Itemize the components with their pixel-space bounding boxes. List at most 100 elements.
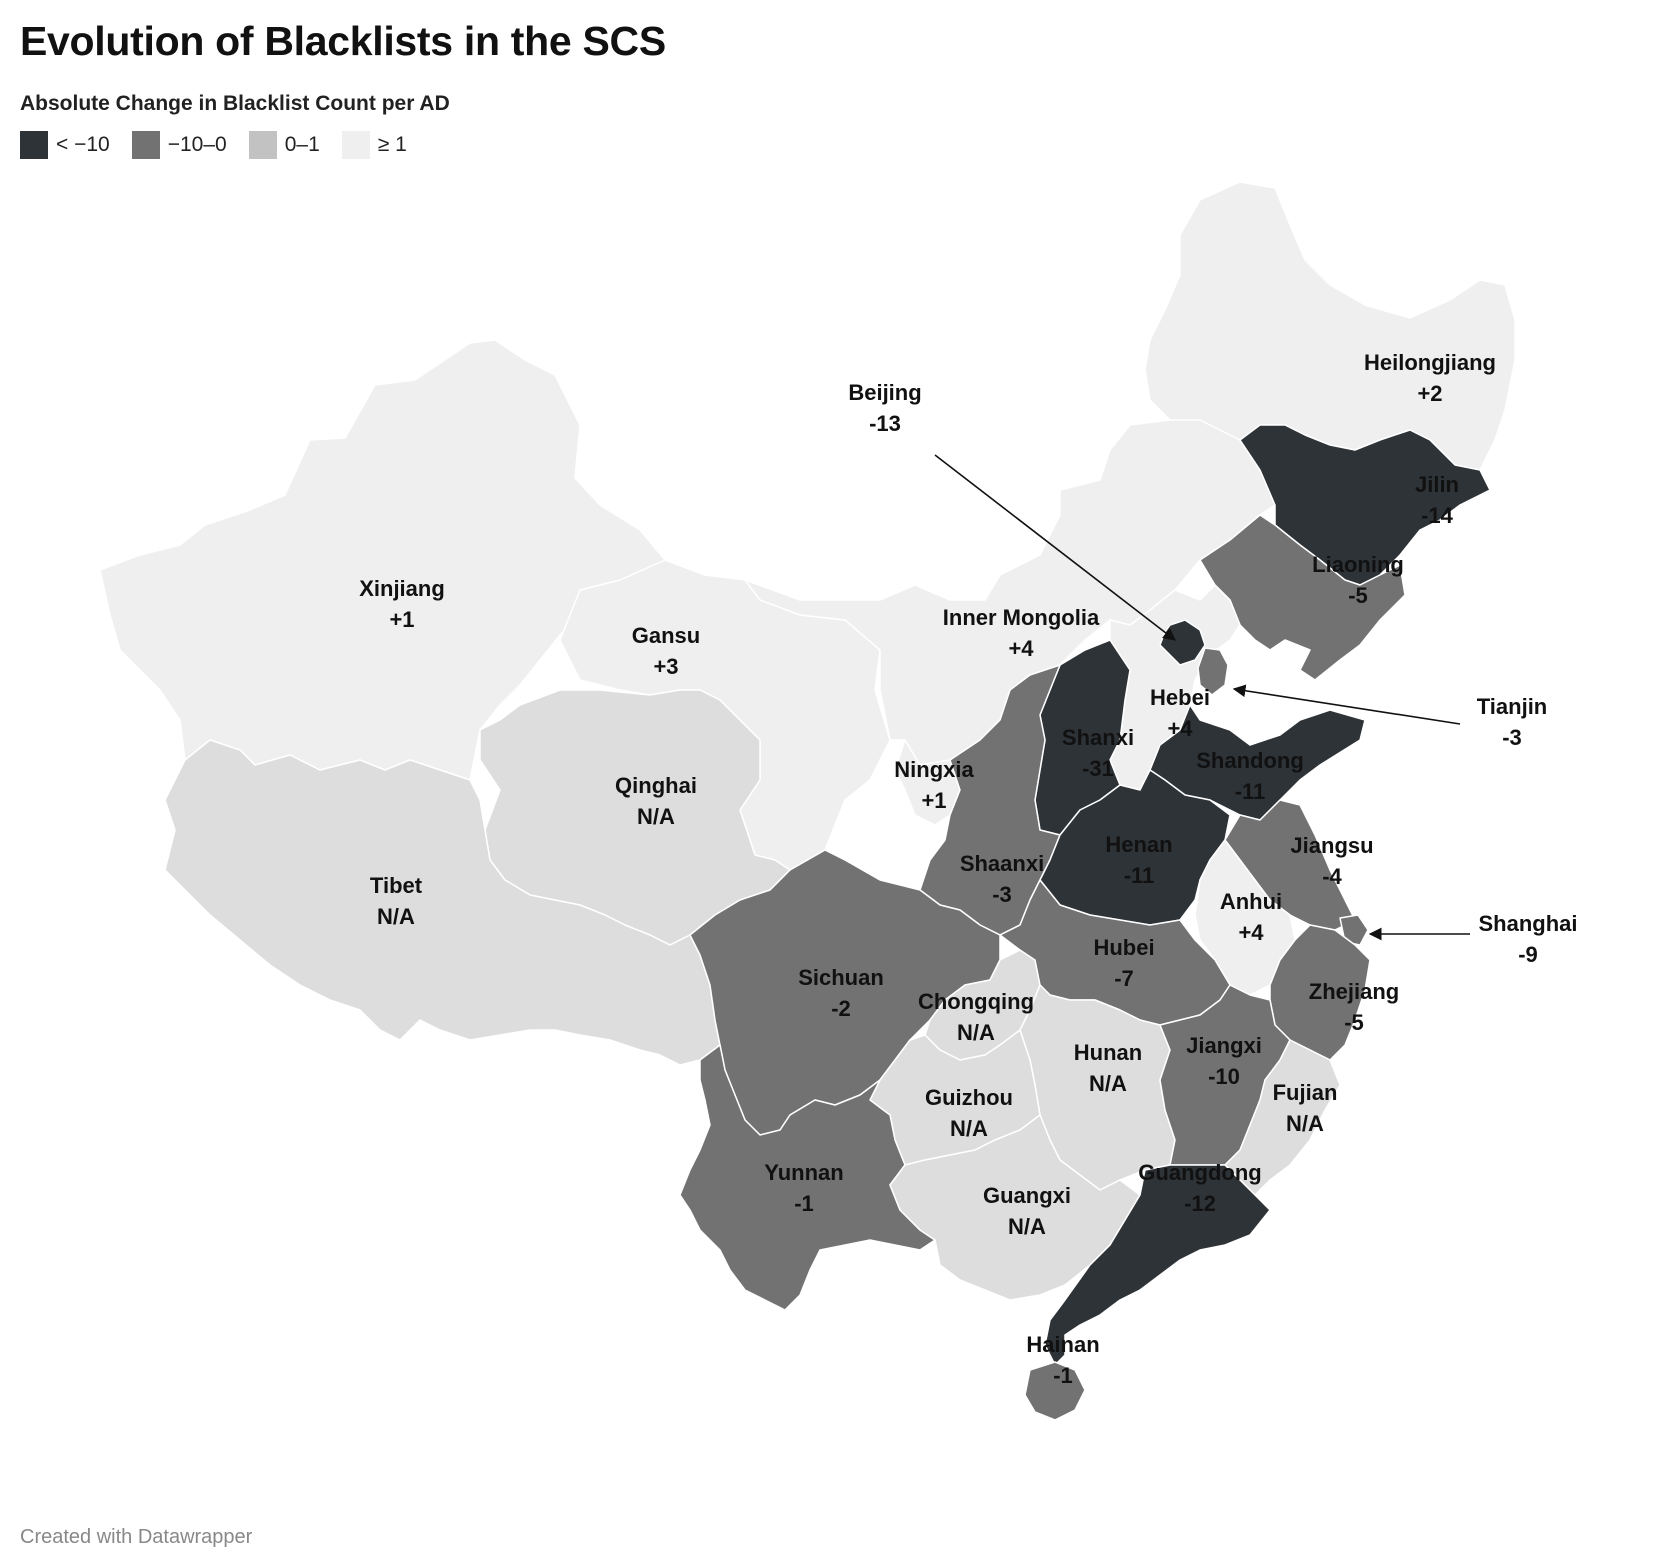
region-label-shaanxi: Shaanxi -3	[960, 851, 1044, 907]
region-value: -1	[794, 1191, 814, 1216]
region-tianjin[interactable]	[1197, 647, 1229, 696]
region-label-hainan: Hainan -1	[1026, 1332, 1099, 1388]
region-value: -9	[1518, 942, 1538, 967]
region-label-heilongjiang: Heilongjiang +2	[1364, 350, 1496, 406]
region-label-henan: Henan -11	[1105, 832, 1172, 888]
legend-label: ≥ 1	[377, 133, 407, 156]
region-ningxia[interactable]	[894, 739, 961, 826]
region-label-anhui: Anhui +4	[1220, 889, 1282, 945]
region-name: Guangxi	[983, 1183, 1071, 1208]
region-name: Tibet	[370, 873, 423, 898]
region-label-gansu: Gansu +3	[632, 623, 700, 679]
region-label-shandong: Shandong -11	[1196, 748, 1304, 804]
legend-item-lt-minus10: < −10	[20, 131, 110, 159]
region-label-inner-mongolia: Inner Mongolia +4	[943, 605, 1100, 661]
region-value: -7	[1114, 966, 1134, 991]
region-zhejiang[interactable]	[1269, 924, 1371, 1061]
legend-title: Absolute Change in Blacklist Count per A…	[20, 92, 450, 115]
legend-swatch	[20, 131, 48, 159]
region-name: Sichuan	[798, 965, 884, 990]
region-label-hubei: Hubei -7	[1093, 935, 1154, 991]
legend-label: 0–1	[284, 133, 320, 156]
region-name: Guizhou	[925, 1085, 1013, 1110]
region-value: +1	[389, 607, 414, 632]
legend-label: −10–0	[167, 133, 227, 156]
region-name: Tianjin	[1477, 694, 1548, 719]
region-value: N/A	[637, 804, 675, 829]
region-value: -3	[992, 882, 1012, 907]
region-value: -4	[1322, 864, 1342, 889]
region-value: N/A	[1008, 1214, 1046, 1239]
region-value: +4	[1238, 920, 1264, 945]
region-name: Guangdong	[1138, 1160, 1261, 1185]
callout-arrow-beijing	[934, 454, 1177, 641]
region-value: N/A	[1089, 1071, 1127, 1096]
region-name: Shaanxi	[960, 851, 1044, 876]
region-name: Ningxia	[894, 757, 974, 782]
region-name: Inner Mongolia	[943, 605, 1100, 630]
region-value: -11	[1124, 863, 1155, 888]
region-value: -12	[1184, 1191, 1216, 1216]
region-label-shanxi: Shanxi -31	[1062, 725, 1134, 781]
region-label-hebei: Hebei +4	[1150, 685, 1210, 741]
region-value: +4	[1167, 716, 1193, 741]
region-label-jilin: Jilin -14	[1415, 472, 1459, 528]
region-hainan[interactable]	[1024, 1361, 1086, 1421]
region-name: Hainan	[1026, 1332, 1099, 1357]
region-value: -5	[1344, 1010, 1364, 1035]
legend-swatch	[341, 131, 370, 159]
legend-item-minus10-0: −10–0	[131, 131, 227, 159]
region-name: Henan	[1105, 832, 1172, 857]
region-label-tianjin: Tianjin -3	[1477, 694, 1548, 750]
region-value: N/A	[950, 1116, 988, 1141]
region-value: -11	[1235, 779, 1266, 804]
region-label-jiangxi: Jiangxi -10	[1186, 1033, 1262, 1089]
region-name: Anhui	[1220, 889, 1282, 914]
region-name: Shanxi	[1062, 725, 1134, 750]
region-yunnan[interactable]	[679, 1044, 936, 1311]
region-value: -31	[1082, 756, 1114, 781]
region-name: Jilin	[1415, 472, 1459, 497]
region-name: Jiangxi	[1186, 1033, 1262, 1058]
region-name: Chongqing	[918, 989, 1034, 1014]
region-value: +2	[1417, 381, 1442, 406]
region-label-xinjiang: Xinjiang +1	[359, 576, 445, 632]
legend-item-gte-1: ≥ 1	[341, 131, 407, 159]
region-shapes	[99, 181, 1516, 1421]
map-title: Evolution of Blacklists in the SCS	[20, 18, 666, 64]
region-name: Zhejiang	[1309, 979, 1399, 1004]
region-name: Shanghai	[1478, 911, 1577, 936]
region-label-liaoning: Liaoning -5	[1312, 552, 1404, 608]
region-name: Hebei	[1150, 685, 1210, 710]
region-label-yunnan: Yunnan -1	[764, 1160, 843, 1216]
legend-swatch	[248, 131, 277, 159]
callout-arrow-tianjin	[1232, 684, 1461, 725]
region-label-ningxia: Ningxia +1	[894, 757, 974, 813]
region-name: Beijing	[848, 380, 921, 405]
region-value: -10	[1208, 1064, 1240, 1089]
region-value: N/A	[1286, 1111, 1324, 1136]
region-guangdong[interactable]	[1044, 1164, 1271, 1366]
region-value: -5	[1348, 583, 1368, 608]
region-label-tibet: Tibet N/A	[370, 873, 423, 929]
region-name: Fujian	[1273, 1080, 1338, 1105]
region-value: -3	[1502, 725, 1522, 750]
legend-item-0-1: 0–1	[248, 131, 320, 159]
legend-swatch	[131, 131, 160, 159]
credit-line: Created with Datawrapper	[20, 1526, 253, 1548]
region-label-chongqing: Chongqing N/A	[918, 989, 1034, 1045]
region-label-guangdong: Guangdong -12	[1138, 1160, 1261, 1216]
region-label-qinghai: Qinghai N/A	[615, 773, 697, 829]
region-name: Hubei	[1093, 935, 1154, 960]
legend: < −10 −10–0 0–1 ≥ 1	[20, 130, 429, 160]
region-name: Heilongjiang	[1364, 350, 1496, 375]
region-name: Shandong	[1196, 748, 1304, 773]
region-value: -14	[1421, 503, 1454, 528]
region-name: Qinghai	[615, 773, 697, 798]
region-value: N/A	[377, 904, 415, 929]
region-value: +4	[1008, 636, 1034, 661]
region-label-zhejiang: Zhejiang -5	[1309, 979, 1399, 1035]
region-name: Liaoning	[1312, 552, 1404, 577]
region-value: +1	[921, 788, 946, 813]
region-name: Xinjiang	[359, 576, 445, 601]
